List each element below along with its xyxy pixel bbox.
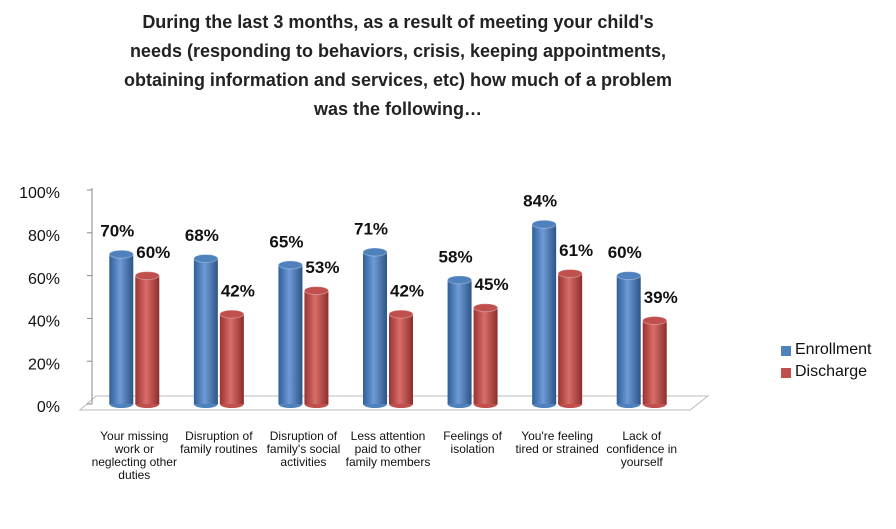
bar xyxy=(447,275,473,408)
bar xyxy=(193,253,219,408)
bar-part xyxy=(388,309,414,319)
y-tick-label: 80% xyxy=(28,228,60,245)
value-label: 42% xyxy=(221,282,255,301)
bar-part xyxy=(642,316,668,326)
bar-part xyxy=(219,309,245,319)
legend-swatch xyxy=(781,368,791,378)
y-tick-label: 60% xyxy=(28,271,60,288)
bar-part xyxy=(616,275,641,404)
bar xyxy=(531,219,557,408)
y-tick-label: 100% xyxy=(19,185,60,202)
value-label: 58% xyxy=(439,247,473,266)
y-tick-label: 20% xyxy=(28,356,60,373)
x-tick-label: Feelings of isolation xyxy=(443,429,502,456)
bar xyxy=(616,271,642,408)
value-label: 65% xyxy=(269,232,303,251)
x-tick-label: Less attention paid to other family memb… xyxy=(345,429,431,469)
value-label: 60% xyxy=(608,243,642,262)
bar-part xyxy=(304,290,329,404)
bar-part xyxy=(447,279,472,404)
bar xyxy=(362,247,388,408)
bar xyxy=(134,271,160,408)
bar xyxy=(642,316,668,408)
bar-part xyxy=(473,307,498,404)
y-tick-label: 0% xyxy=(37,399,60,416)
bar-part xyxy=(219,314,244,404)
value-label: 70% xyxy=(100,222,134,241)
bar-part xyxy=(108,249,134,259)
value-label: 68% xyxy=(185,226,219,245)
x-tick-label: Lack of confidence in yourself xyxy=(606,429,678,469)
bar-part xyxy=(303,286,329,296)
bar-part xyxy=(473,303,499,313)
value-label: 45% xyxy=(475,275,509,294)
bar xyxy=(388,309,414,408)
legend-label: Enrollment xyxy=(795,341,872,358)
legend-label: Discharge xyxy=(795,363,868,380)
bar-part xyxy=(642,320,667,404)
value-label: 60% xyxy=(136,243,170,262)
bar-part xyxy=(558,273,583,404)
value-label: 39% xyxy=(644,288,678,307)
bar-part xyxy=(277,260,303,270)
x-tick-label: You're feeling tired or strained xyxy=(515,429,599,456)
bar xyxy=(277,260,303,408)
bar-part xyxy=(193,258,218,404)
legend-swatch xyxy=(781,346,791,356)
bar xyxy=(219,309,245,408)
y-tick-label: 40% xyxy=(28,314,60,331)
value-label: 53% xyxy=(305,258,339,277)
bar-part xyxy=(447,275,473,285)
bar-part xyxy=(135,275,160,404)
bar-part xyxy=(134,271,160,281)
value-label: 42% xyxy=(390,282,424,301)
bar xyxy=(473,303,499,408)
bar-part xyxy=(389,314,413,404)
bar-part xyxy=(616,271,642,281)
value-label: 61% xyxy=(559,241,593,260)
bar-part xyxy=(278,264,303,404)
x-tick-label: Disruption of family's social activities xyxy=(266,429,341,469)
bar-part xyxy=(193,253,219,263)
bar xyxy=(108,249,134,408)
x-tick-label: Disruption of family routines xyxy=(180,429,258,456)
x-tick-label: Your missing work or neglecting other du… xyxy=(91,429,177,482)
bar-part xyxy=(109,254,134,404)
bar-part xyxy=(362,247,388,257)
bar-part xyxy=(363,252,387,404)
bar xyxy=(303,286,329,408)
value-label: 71% xyxy=(354,220,388,239)
bar-part xyxy=(532,224,557,404)
value-label: 84% xyxy=(523,192,557,211)
chart-title: During the last 3 months, as a result of… xyxy=(123,12,673,119)
bar xyxy=(557,268,583,408)
bar-part xyxy=(557,268,583,278)
bar-part xyxy=(531,219,557,229)
